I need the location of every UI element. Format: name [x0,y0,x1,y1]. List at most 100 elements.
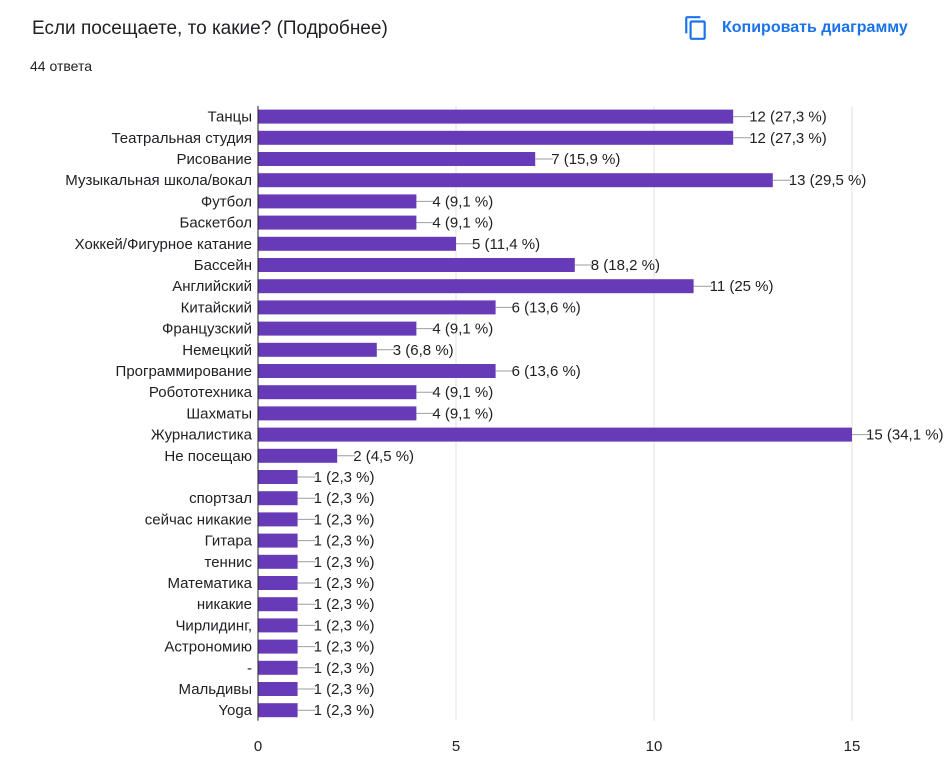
bar-11 [258,342,377,357]
bar-27 [258,682,298,696]
data-label: 4 (9,1 %) [432,405,493,422]
data-label: 4 (9,1 %) [432,384,493,401]
category-label: Гитара [205,533,253,550]
label-connectors [297,116,870,711]
category-label: Yoga [218,702,252,719]
x-tick-label: 5 [452,738,460,755]
bar-19 [258,512,298,527]
category-label: Робототехника [149,384,253,401]
category-label: Театральная студия [111,130,252,147]
data-label: 15 (34,1 %) [866,427,944,444]
bar-15 [258,427,852,442]
category-label: Музыкальная школа/вокал [65,172,252,189]
category-label: Программирование [116,363,252,380]
category-label: - [247,660,252,677]
category-label: Астрономию [164,639,252,656]
category-label: сейчас никакие [145,511,252,528]
data-label: 1 (2,3 %) [314,554,375,571]
data-label: 6 (13,6 %) [512,299,581,316]
data-label: 1 (2,3 %) [314,702,375,719]
category-label: теннис [205,554,253,571]
category-label: Французский [162,321,252,338]
data-label: 4 (9,1 %) [432,321,493,338]
bar-23 [258,597,298,612]
category-label: Немецкий [182,342,252,359]
category-label: спортзал [189,490,252,507]
category-label: Баскетбол [180,215,253,232]
category-label: Китайский [181,299,252,316]
bar-7 [258,258,575,272]
bar-17 [258,470,298,484]
data-label: 1 (2,3 %) [314,660,375,677]
x-tick-label: 15 [844,738,861,755]
x-axis-ticks: 0 5 10 15 [254,738,861,755]
data-label: 1 (2,3 %) [314,511,375,528]
category-label: Футбол [201,193,252,210]
data-label: 4 (9,1 %) [432,215,493,232]
category-label: Мальдивы [179,681,252,698]
bar-4 [258,194,417,209]
data-label: 7 (15,9 %) [551,151,620,168]
data-label: 1 (2,3 %) [314,575,375,592]
data-label: 1 (2,3 %) [314,681,375,698]
bar-28 [258,703,298,718]
bar-22 [258,576,298,590]
bar-5 [258,215,417,230]
x-tick-label: 0 [254,738,262,755]
category-label: Английский [172,278,252,295]
category-labels: Танцы Театральная студия Рисование Музыкаль… [65,109,252,720]
data-label: 11 (25 %) [710,278,774,295]
data-label: 4 (9,1 %) [432,193,493,210]
data-label: 1 (2,3 %) [314,596,375,613]
bar-10 [258,321,417,336]
bar-9 [258,300,496,315]
data-label: 3 (6,8 %) [393,342,454,359]
data-label: 1 (2,3 %) [314,490,375,507]
bar-13 [258,385,417,400]
category-label: Математика [167,575,252,592]
bar-24 [258,618,298,633]
chart-title: Если посещаете, то какие? (Подробнее) [32,18,388,39]
bar-16 [258,448,338,463]
bar-14 [258,406,417,421]
data-label: 1 (2,3 %) [314,617,375,634]
category-label: Шахматы [186,405,252,422]
copy-icon [682,14,710,42]
data-label: 1 (2,3 %) [314,533,375,550]
data-label: 2 (4,5 %) [353,448,414,465]
bar-1 [258,130,734,145]
bar-20 [258,533,298,548]
bar-26 [258,660,298,675]
copy-chart-label: Копировать диаграмму [722,19,908,36]
data-label: 1 (2,3 %) [314,639,375,656]
category-label: Рисование [176,151,252,168]
data-label: 6 (13,6 %) [512,363,581,380]
data-label: 8 (18,2 %) [591,257,660,274]
bars [258,109,852,718]
category-label: Бассейн [194,257,252,274]
category-label: Не посещаю [164,448,252,465]
x-tick-label: 10 [646,738,663,755]
bar-21 [258,554,298,569]
data-label: 5 (11,4 %) [472,236,540,253]
response-count: 44 ответа [30,58,92,74]
bar-25 [258,639,298,654]
grid-lines [455,106,853,721]
data-labels: 12 (27,3 %) 12 (27,3 %) 7 (15,9 %) 13 (29,5… [314,109,944,720]
bar-3 [258,173,773,188]
bar-12 [258,364,496,378]
data-label: 12 (27,3 %) [749,109,827,126]
category-label: Журналистика [151,427,253,444]
bar-2 [258,152,536,166]
bar-18 [258,491,298,506]
category-label: Чирлидинг, [175,617,252,634]
copy-chart-button[interactable]: Копировать диаграмму [682,12,908,44]
data-label: 1 (2,3 %) [314,469,375,486]
data-label: 12 (27,3 %) [749,130,827,147]
data-label: 13 (29,5 %) [789,172,867,189]
bar-6 [258,236,456,251]
bar-0 [258,109,734,124]
category-label: Танцы [208,109,253,126]
bar-8 [258,279,694,294]
